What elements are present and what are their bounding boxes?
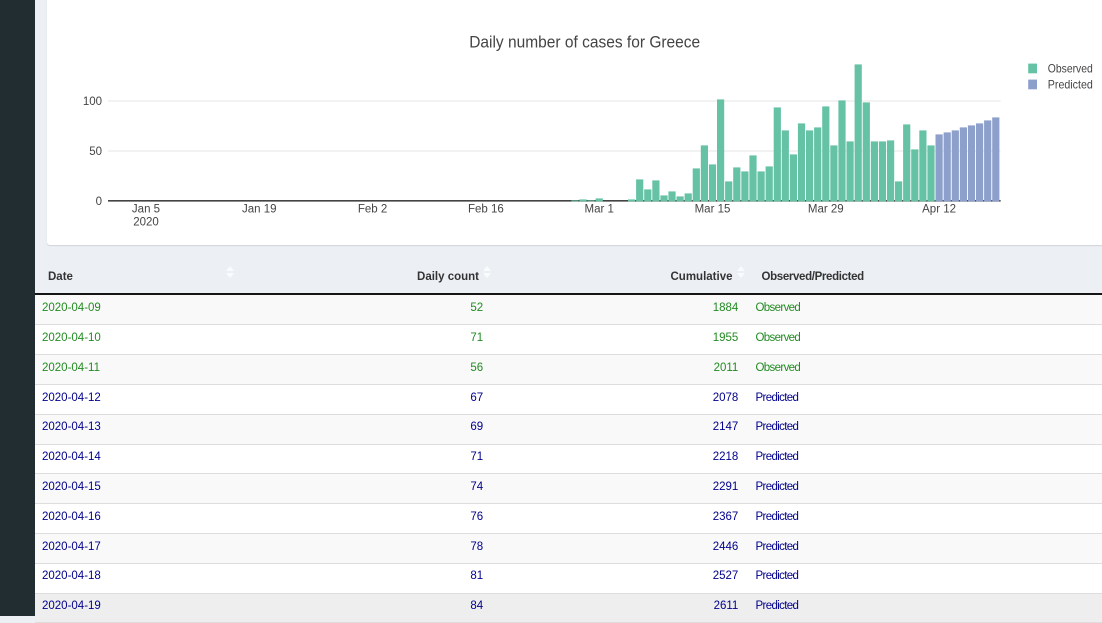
svg-text:Mar 29: Mar 29 bbox=[808, 204, 844, 216]
svg-text:Predicted: Predicted bbox=[1048, 77, 1093, 91]
svg-text:Feb 2: Feb 2 bbox=[358, 204, 387, 216]
svg-text:Feb 16: Feb 16 bbox=[468, 204, 504, 216]
svg-text:Apr 12: Apr 12 bbox=[922, 204, 956, 216]
svg-text:100: 100 bbox=[83, 96, 102, 108]
svg-text:2020: 2020 bbox=[133, 217, 159, 229]
svg-text:Mar 1: Mar 1 bbox=[584, 204, 613, 216]
svg-text:0: 0 bbox=[96, 196, 102, 208]
svg-text:Jan 19: Jan 19 bbox=[242, 204, 277, 216]
svg-text:Jan 5: Jan 5 bbox=[132, 204, 160, 216]
svg-text:Mar 15: Mar 15 bbox=[695, 204, 731, 216]
svg-text:50: 50 bbox=[89, 146, 102, 158]
svg-text:Observed: Observed bbox=[1048, 61, 1093, 75]
svg-text:Daily number of cases for Gree: Daily number of cases for Greece bbox=[469, 33, 700, 52]
